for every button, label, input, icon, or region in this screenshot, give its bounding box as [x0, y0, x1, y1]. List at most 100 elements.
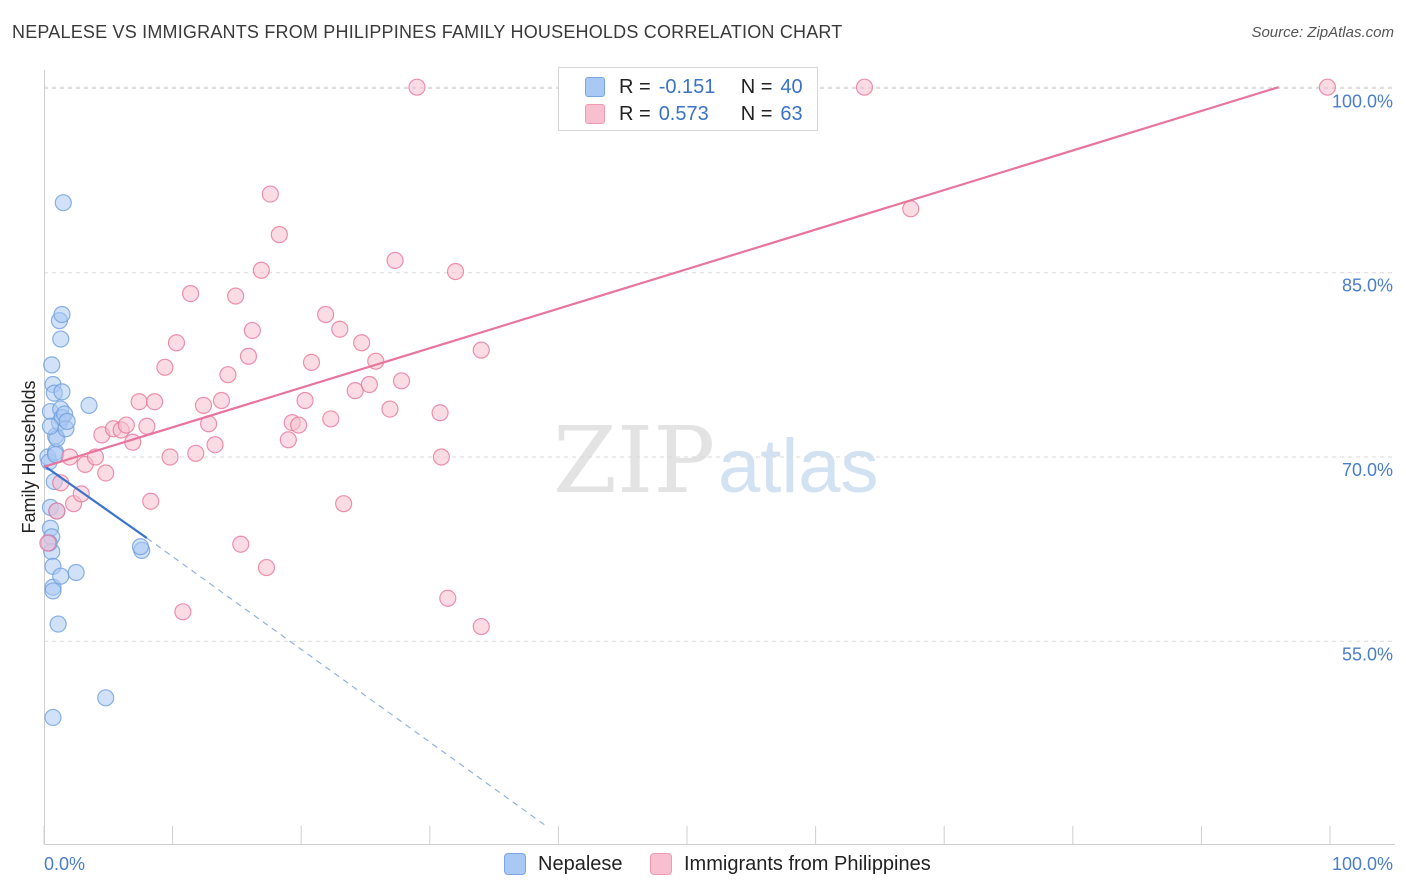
- philippines-point: [194, 396, 213, 414]
- series-philippines: [39, 78, 1337, 636]
- watermark: ZIP atlas: [553, 407, 879, 514]
- bottom-legend-philippines: Immigrants from Philippines: [650, 850, 931, 878]
- bottom-legend-swatch-philippines: [650, 853, 672, 875]
- philippines-point: [902, 200, 920, 218]
- philippines-point: [130, 393, 148, 411]
- philippines-point: [48, 502, 66, 520]
- philippines-point: [117, 416, 135, 434]
- y-tick-label: 70.0%: [1342, 460, 1393, 480]
- philippines-point: [257, 558, 276, 577]
- bottom-legend-label-nepalese: Nepalese: [538, 852, 623, 875]
- philippines-point: [296, 391, 314, 410]
- legend-n-label: N =: [740, 75, 773, 98]
- philippines-point: [472, 341, 490, 359]
- legend-r-label: R =: [619, 75, 651, 98]
- philippines-point: [317, 305, 335, 324]
- nepalese-point: [46, 445, 65, 464]
- legend: R = -0.151 N = 40 R = 0.573 N = 63: [558, 67, 818, 131]
- philippines-point: [145, 393, 164, 411]
- y-tick-label: 55.0%: [1342, 644, 1393, 664]
- philippines-point: [346, 382, 364, 400]
- y-ticks: 55.0% 70.0% 85.0% 100.0%: [1332, 91, 1393, 664]
- philippines-point: [270, 226, 288, 244]
- x-tick-label-min: 0.0%: [44, 854, 85, 874]
- philippines-point: [138, 417, 156, 435]
- nepalese-point: [53, 383, 71, 401]
- legend-n-value: 63: [780, 102, 803, 125]
- legend-row-philippines: R = 0.573 N = 63: [559, 100, 803, 128]
- philippines-point: [431, 404, 449, 422]
- nepalese-point: [80, 396, 98, 414]
- philippines-point: [302, 353, 321, 371]
- philippines-point: [167, 334, 186, 352]
- philippines-point: [227, 287, 245, 305]
- nepalese-point: [54, 194, 72, 212]
- y-axis-label: Family Households: [19, 380, 39, 533]
- philippines-point: [206, 436, 224, 454]
- legend-n-value: 40: [780, 75, 803, 98]
- chart-source: Source: ZipAtlas.com: [1251, 24, 1394, 41]
- trend-lines: [43, 86, 1279, 827]
- philippines-point: [331, 320, 349, 338]
- philippines-point: [243, 321, 261, 340]
- nepalese-point: [53, 305, 71, 324]
- x-tick-label-max: 100.0%: [1332, 854, 1393, 874]
- philippines-point: [219, 366, 237, 384]
- legend-r-label: R =: [619, 102, 651, 125]
- philippines-point: [290, 416, 308, 434]
- nepalese-point: [49, 615, 67, 633]
- philippines-point: [212, 391, 231, 410]
- legend-r-value: 0.573: [658, 102, 709, 125]
- y-tick-label: 100.0%: [1332, 91, 1393, 111]
- legend-swatch-philippines: [585, 104, 605, 124]
- philippines-point: [252, 261, 270, 279]
- philippines-point: [239, 347, 258, 365]
- philippines-point: [1318, 78, 1337, 96]
- bottom-legend-label-philippines: Immigrants from Philippines: [684, 852, 931, 875]
- philippines-point: [232, 535, 250, 553]
- bottom-legend-nepalese: Nepalese: [504, 850, 623, 878]
- legend-row-nepalese: R = -0.151 N = 40: [559, 73, 803, 101]
- nepalese-point: [52, 567, 70, 585]
- legend-swatch-nepalese: [585, 77, 605, 97]
- nepalese-point: [97, 689, 115, 707]
- philippines-point: [360, 375, 378, 394]
- philippines-point: [432, 448, 450, 466]
- philippines-point: [353, 334, 371, 352]
- philippines-point: [439, 589, 457, 607]
- philippines-point: [446, 262, 465, 281]
- x-ticks: [43, 826, 1331, 844]
- legend-n-label: N =: [740, 102, 773, 125]
- chart-title: NEPALESE VS IMMIGRANTS FROM PHILIPPINES …: [12, 22, 843, 42]
- philippines-point: [39, 534, 57, 552]
- philippines-point: [174, 603, 192, 621]
- philippines-point: [392, 372, 411, 390]
- nepalese-point: [44, 582, 62, 600]
- bottom-legend-swatch-nepalese: [504, 853, 526, 875]
- nepalese-point: [52, 330, 70, 348]
- nepalese-point: [58, 412, 76, 430]
- philippines-point: [335, 495, 353, 513]
- philippines-point: [187, 444, 205, 462]
- nepalese-point: [41, 417, 60, 435]
- philippines-point: [161, 448, 179, 466]
- nepalese-trend-line: [43, 464, 148, 539]
- watermark-zip: ZIP: [553, 407, 715, 514]
- nepalese-point: [43, 356, 61, 374]
- philippines-point: [472, 617, 490, 636]
- philippines-point: [322, 410, 340, 428]
- philippines-point: [261, 185, 279, 203]
- philippines-point: [855, 78, 874, 96]
- philippines-point: [386, 251, 404, 270]
- nepalese-trend-extension: [146, 537, 546, 827]
- watermark-atlas: atlas: [718, 424, 879, 509]
- philippines-trend-line: [43, 86, 1279, 468]
- philippines-point: [156, 358, 174, 376]
- legend-r-value: -0.151: [658, 75, 716, 98]
- nepalese-point: [67, 563, 85, 582]
- philippines-point: [97, 464, 115, 482]
- nepalese-point: [131, 538, 150, 556]
- philippines-point: [408, 78, 426, 96]
- philippines-point: [182, 285, 200, 303]
- nepalese-point: [44, 708, 62, 727]
